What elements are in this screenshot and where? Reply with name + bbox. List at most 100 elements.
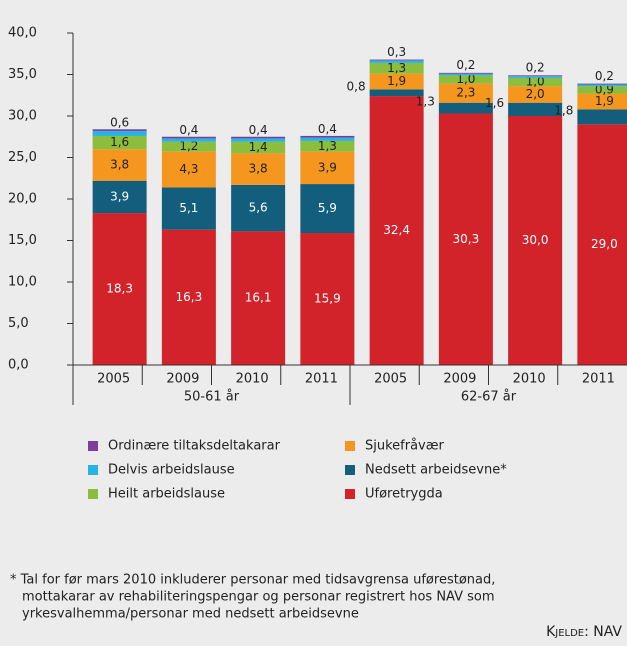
bar-segment <box>508 76 563 78</box>
x-tick-label: 2011 <box>582 372 615 387</box>
value-label: 0,6 <box>110 115 129 129</box>
bar-segment <box>300 135 355 138</box>
bar-segment <box>92 180 147 214</box>
value-label: 1,9 <box>595 94 614 108</box>
bar-segment <box>508 102 563 116</box>
value-label: 0,4 <box>318 122 337 136</box>
bar-segment <box>161 141 216 152</box>
value-label: 0,8 <box>347 79 366 93</box>
bar-segment <box>300 184 355 234</box>
value-label: 0,2 <box>456 58 475 72</box>
legend-swatch <box>345 441 355 451</box>
x-tick-label: 2009 <box>166 372 199 387</box>
bar-segment <box>369 60 424 63</box>
value-label: 2,0 <box>526 87 545 101</box>
bar-segment <box>231 153 286 185</box>
x-tick-label: 2011 <box>305 372 338 387</box>
value-label: 29,0 <box>591 237 618 251</box>
value-label: 3,9 <box>110 189 129 203</box>
y-tick-label: 30,0 <box>8 109 37 124</box>
group-label: 62-67 år <box>461 390 517 405</box>
value-label: 2,3 <box>456 86 475 100</box>
bar-segment <box>508 116 563 365</box>
y-tick-label: 40,0 <box>8 26 37 41</box>
bar-segment <box>577 83 627 85</box>
footnote: mottakarar av rehabiliteringspengar og p… <box>22 590 495 605</box>
bar-segment <box>369 59 424 61</box>
bar-segment <box>300 233 355 365</box>
bar-segment <box>92 135 147 150</box>
value-label: 1,6 <box>110 135 129 149</box>
value-label: 32,4 <box>383 223 410 237</box>
bar-segment <box>577 86 627 94</box>
bar-segment <box>92 149 147 181</box>
group-label: 50-61 år <box>184 390 240 405</box>
bar-segment <box>231 138 286 142</box>
value-label: 15,9 <box>314 292 341 306</box>
value-label: 3,8 <box>249 162 268 176</box>
value-label: 30,3 <box>453 232 480 246</box>
value-label: 3,8 <box>110 157 129 171</box>
value-label: 0,2 <box>526 61 545 75</box>
legend-swatch <box>88 441 98 451</box>
bar-segment <box>92 213 147 365</box>
bar-segment <box>161 229 216 365</box>
bar-segment <box>231 141 286 154</box>
y-tick-label: 15,0 <box>8 233 37 248</box>
legend-label: Uføretrygda <box>365 487 443 502</box>
bar-segment <box>508 75 563 77</box>
legend-swatch <box>345 489 355 499</box>
y-tick-label: 10,0 <box>8 275 37 290</box>
bar-segment <box>300 140 355 152</box>
value-label: 1,4 <box>249 140 268 154</box>
value-label: 18,3 <box>106 282 133 296</box>
bar-segment <box>369 73 424 90</box>
x-tick-label: 2005 <box>374 372 407 387</box>
value-label: 0,4 <box>249 123 268 137</box>
bar-segment <box>231 136 286 139</box>
bar-segment <box>300 137 355 141</box>
value-label: 1,2 <box>179 139 198 153</box>
value-label: 4,3 <box>179 162 198 176</box>
bar-segment <box>369 89 424 97</box>
x-tick-label: 2010 <box>513 372 546 387</box>
bar-segment <box>577 84 627 87</box>
bar-segment <box>369 62 424 74</box>
legend-swatch <box>88 489 98 499</box>
x-tick-label: 2010 <box>236 372 269 387</box>
value-label: 1,6 <box>485 96 504 110</box>
legend-label: Nedsett arbeidsevne* <box>365 463 507 478</box>
legend-label: Delvis arbeidslause <box>108 463 235 478</box>
x-tick-label: 2009 <box>443 372 476 387</box>
value-label: 5,9 <box>318 201 337 215</box>
bar-segment <box>92 129 147 131</box>
bar-segment <box>161 136 216 139</box>
footnote: * Tal for før mars 2010 inkluderer perso… <box>10 573 495 588</box>
y-tick-label: 35,0 <box>8 67 37 82</box>
value-label: 1,0 <box>456 72 475 86</box>
bar-segment <box>161 187 216 230</box>
value-label: 1,9 <box>387 74 406 88</box>
value-label: 0,3 <box>387 45 406 59</box>
y-tick-label: 25,0 <box>8 150 37 165</box>
value-label: 1,0 <box>526 74 545 88</box>
bar-segment <box>231 231 286 365</box>
value-label: 30,0 <box>522 233 549 247</box>
value-label: 5,6 <box>249 201 268 215</box>
bar-segment <box>508 77 563 87</box>
value-label: 16,1 <box>245 291 272 305</box>
footnote: yrkesvalhemma/personar med nedsett arbei… <box>22 607 359 622</box>
value-label: 0,2 <box>595 69 614 83</box>
bar-segment <box>438 83 493 103</box>
legend-swatch <box>345 465 355 475</box>
value-label: 0,4 <box>179 123 198 137</box>
y-tick-label: 5,0 <box>8 316 29 331</box>
bar-segment <box>438 72 493 74</box>
bar-segment <box>577 124 627 365</box>
bar-segment <box>577 109 627 125</box>
value-label: 3,9 <box>318 160 337 174</box>
source: Kjelde: NAV <box>546 624 622 640</box>
legend-swatch <box>88 465 98 475</box>
legend-label: Heilt arbeidslause <box>108 487 225 502</box>
